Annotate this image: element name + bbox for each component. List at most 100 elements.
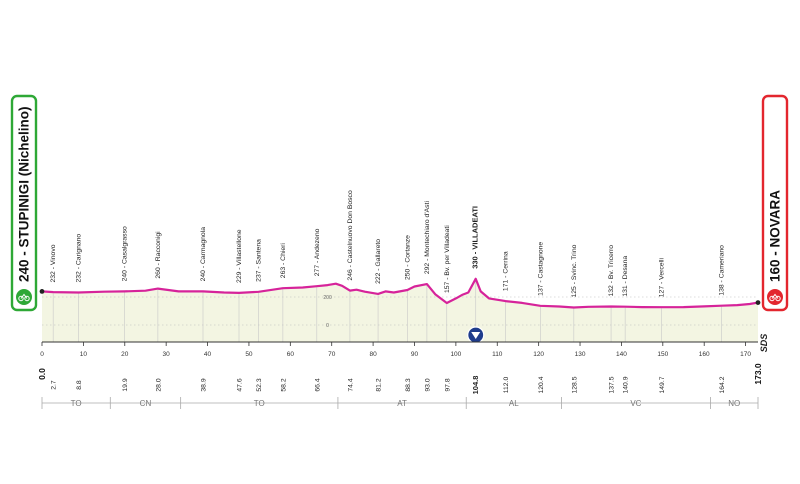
km-axis-tick-label: 60 [287,351,295,358]
location-km-label: 81.2 [376,378,383,391]
location-km-label: 66.4 [314,378,321,391]
location-km-label: 140.9 [623,376,630,393]
location-label: 263 - Chieri [280,243,287,279]
province-label: VC [630,399,641,408]
location-km-label: 74.4 [347,378,354,391]
province-label: AT [397,399,407,408]
location-label: 229 - Villastellone [236,229,243,283]
location-label: 260 - Racconigi [155,231,162,279]
start-km-label: 0.0 [37,368,47,380]
profile-line [41,277,759,309]
km-axis-tick-label: 70 [328,351,336,358]
location-label: 237 - Santena [255,239,262,282]
bike-wheel-icon [775,295,781,302]
profile-fill-layer [42,278,758,342]
start-finish-badges: 240 - STUPINIGI (Nichelino) 160 - NOVARA S… [10,94,789,353]
start-badge-label: 240 - STUPINIGI (Nichelino) [17,106,32,282]
km-axis-tick-label: 100 [450,351,461,358]
kom-triangle-icon [471,332,481,339]
province-label: TO [71,399,82,408]
location-km-label: 2.7 [51,380,58,390]
location-km-label: 104.8 [471,376,480,395]
province-label: TO [254,399,265,408]
km-axis-tick-label: 170 [740,351,751,358]
sds-label: SDS [759,334,769,353]
location-label: 127 - Vercelli [659,257,666,297]
province-label: NO [728,399,740,408]
altitude-tick-label: 0 [326,323,329,329]
km-axis-tick-label: 10 [80,351,88,358]
location-label: 171 - Cerrina [503,251,510,291]
bike-wheel-icon [24,295,30,302]
location-label: 137 - Castagnone [537,242,544,296]
km-axis-tick-label: 40 [204,351,212,358]
altitude-tick-label: 200 [323,295,332,301]
km-axis-tick-label: 90 [411,351,419,358]
location-km-label: 93.0 [424,378,431,391]
bike-icon [767,289,783,305]
km-axis-tick-label: 0 [40,351,44,358]
km-axis: 0 10 20 30 40 50 60 70 80 90 100 110 120 130 140 150 160… [40,341,758,358]
km-axis-tick-label: 160 [699,351,710,358]
bike-icon [16,289,32,305]
km-axis-tick-label: 130 [575,351,586,358]
start-dot [39,289,45,294]
finish-badge-label: 160 - NOVARA [768,190,783,282]
bike-frame-icon [20,293,28,299]
location-km-label: 52.3 [256,378,263,391]
location-km-label: 19.9 [122,378,129,391]
province-label: AL [509,399,519,408]
finish-badge-box [761,94,789,312]
location-km-label: 137.5 [609,376,616,393]
location-km-label: 149.7 [659,376,666,393]
location-label: 277 - Andezeno [314,228,321,276]
bike-frame-icon [771,293,779,299]
location-km-label: 58.2 [280,378,287,391]
location-label: 292 - Montechiaro d'Asti [424,201,431,275]
location-label: 240 - Casalgrasso [121,226,128,281]
location-label: 132 - Bv. Tricerro [608,245,615,297]
location-label: 138 - Cameriano [719,245,726,296]
province-label: CN [140,399,152,408]
finish-dot [755,300,761,305]
location-km-label: 164.2 [719,376,726,393]
bike-wheel-icon [769,295,775,302]
location-label: 246 - Castelnuovo Don Bosco [347,190,354,281]
location-label: 125 - Svinc. Trino [571,244,578,297]
km-axis-tick-label: 140 [616,351,627,358]
km-axis-tick-label: 150 [657,351,668,358]
location-label: 240 - Carmagnola [200,227,207,282]
location-km-label: 112.0 [503,377,510,394]
profile-line-layer [39,277,761,344]
location-km-label: 8.8 [76,380,83,390]
location-label: 157 - Bv. per Villadeati [444,225,451,293]
start-badge-box [10,94,38,312]
location-km-label: 88.3 [405,378,412,391]
location-km-label: 38.9 [200,378,207,391]
km-axis-tick-label: 20 [121,351,129,358]
location-km-label: 128.5 [571,376,578,393]
location-label: 232 - Carignano [75,234,82,283]
km-axis-tick-label: 50 [245,351,253,358]
location-drop-lines [52,279,722,342]
profile-area [42,278,758,342]
location-label: 222 - Gallareto [375,239,382,284]
km-axis-tick-label: 80 [369,351,377,358]
province-band: TO CN TO AT AL VC NO [41,397,759,409]
location-km-label: 97.8 [444,378,451,391]
km-axis-tick-label: 110 [492,351,503,358]
bike-wheel-icon [18,295,24,302]
km-axis-tick-label: 30 [163,351,171,358]
location-label: 250 - Cortanze [404,235,411,280]
location-km-label: 47.6 [237,378,244,391]
location-label: 131 - Desana [622,256,629,297]
location-labels: 232 - Vinovo 232 - Carignano 240 - Casalgr… [50,190,725,297]
location-label: 330 - VILLADEATI [471,206,480,269]
location-label: 232 - Vinovo [50,244,57,282]
location-km-labels: 2.7 8.8 19.9 28.0 38.9 47.6 52.3 58.2 66.4 74.4 81… [37,363,763,394]
km-axis-tick-label: 120 [533,351,544,358]
location-km-label: 28.0 [155,378,162,391]
location-km-label: 120.4 [538,376,545,393]
